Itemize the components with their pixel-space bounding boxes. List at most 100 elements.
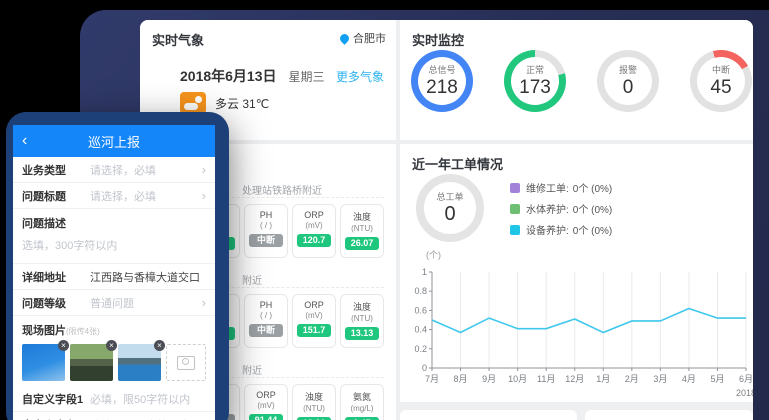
station-title: 处理站铁路桥附近 (152, 182, 384, 198)
legend-item-equipment: 设备养护: 0个 (0%) (510, 222, 612, 237)
remove-photo-icon[interactable]: × (58, 340, 69, 351)
metric-card-row: PH( / )中断ORP(mV)91.44浊度(NTU)13.86氨氮(mg/L… (152, 384, 384, 420)
photo-thumbnail[interactable]: × (118, 340, 165, 381)
total-value: 0 (444, 203, 456, 225)
legend-swatch-icon (510, 203, 520, 214)
photo-thumbnails-row: × × × (22, 340, 206, 381)
field-problem-title[interactable]: 问题标题 请选择，必填 › (13, 183, 215, 209)
phone-frame: ‹ 巡河上报 业务类型 请选择，必填 › 问题标题 请选择，必填 › 问题描述 … (6, 112, 229, 420)
app-header: ‹ 巡河上报 (13, 125, 215, 157)
metric-value-badge: 2.47 (345, 417, 379, 420)
svg-text:8月: 8月 (454, 374, 468, 384)
chevron-right-icon: › (201, 188, 206, 203)
field-placeholder: 请选择，必填 (90, 164, 156, 177)
legend-item-repair: 维修工单: 0个 (0%) (510, 180, 612, 195)
field-problem-level[interactable]: 问题等级 普通问题 › (13, 290, 215, 316)
weather-title: 实时气象 (152, 33, 205, 48)
weather-card: 实时气象 合肥市 2018年6月13日 星期三 更多气象 多云 31℃ (140, 20, 396, 140)
metric-unit: ( / ) (260, 311, 272, 320)
gauge-total-signal: 总信号 218 (411, 50, 473, 112)
svg-text:0.6: 0.6 (414, 305, 427, 315)
app-title: 巡河上报 (87, 134, 140, 150)
photos-section: 现场图片(限传4张) × × × (13, 316, 215, 386)
metric-unit: (mV) (257, 401, 275, 410)
bottom-partial-card-left (400, 410, 577, 420)
remove-photo-icon[interactable]: × (106, 340, 117, 351)
metric-card: 氨氮 (mg/L) 2.47 (340, 384, 384, 420)
legend-label: 设备养护: (526, 226, 569, 237)
field-placeholder: 普通问题 (90, 297, 134, 310)
svg-text:12月: 12月 (565, 374, 584, 384)
legend-value: 0个 (0%) (572, 184, 613, 195)
legend-value: 0个 (0%) (572, 205, 613, 216)
add-photo-button[interactable] (166, 344, 206, 381)
svg-text:11月: 11月 (537, 374, 555, 384)
photos-label: 现场图片 (22, 325, 66, 337)
field-label: 问题标题 (22, 190, 66, 203)
condition-row: 多云 31℃ (180, 92, 269, 114)
metric-name: PH (259, 300, 273, 310)
metric-unit: (NTU) (351, 224, 373, 233)
station-title: 附近 (152, 272, 384, 288)
field-placeholder: 必填，限50字符以内 (90, 393, 191, 406)
field-custom-2[interactable]: 自定义字段2 选填，限50字符以内 (13, 412, 215, 420)
metric-unit: (mV) (305, 221, 323, 230)
svg-text:6月: 6月 (739, 374, 753, 384)
date-row: 2018年6月13日 星期三 (180, 66, 325, 86)
metric-name: ORP (256, 390, 276, 400)
metric-value-badge: 中断 (249, 234, 283, 247)
metric-card: PH( / ) 中断 (244, 204, 288, 258)
more-weather-link[interactable]: 更多气象 (335, 70, 384, 84)
field-custom-1[interactable]: 自定义字段1 必填，限50字符以内 (13, 386, 215, 412)
photo-thumbnail[interactable]: × (70, 340, 117, 381)
dashboard-sheet: 实时气象 合肥市 2018年6月13日 星期三 更多气象 多云 31℃ 处理站铁路… (140, 20, 756, 420)
svg-text:5月: 5月 (710, 374, 724, 384)
gauge-label: 总信号 (428, 65, 456, 75)
gauge-alarm: 报警 0 (597, 50, 659, 112)
legend-label: 水体养护: (526, 205, 569, 216)
legend-swatch-icon (510, 224, 520, 235)
metric-unit: (mV) (305, 311, 323, 320)
svg-text:2月: 2月 (625, 374, 639, 384)
monitor-card: 实时监控 总信号 218 正常 173 报警 0 中断 45 (400, 20, 753, 140)
svg-text:1月: 1月 (596, 374, 610, 384)
svg-text:3月: 3月 (653, 374, 667, 384)
station-title: 附近 (152, 362, 384, 378)
metric-card: PH( / ) 中断 (244, 294, 288, 348)
metric-unit: (NTU) (303, 404, 325, 413)
field-value: 江西路与香樟大道交口 (90, 271, 200, 284)
total-workorders-donut: 总工单 0 (416, 174, 484, 242)
camera-icon (177, 355, 195, 370)
metric-card: ORP (mV) 91.44 (244, 384, 288, 420)
metric-name: 浊度 (352, 302, 371, 312)
location-selector: 合肥市 (338, 30, 386, 46)
metric-unit: (NTU) (351, 314, 373, 323)
svg-text:0: 0 (422, 363, 427, 373)
metric-card: 浊度 (NTU) 26.07 (340, 204, 384, 258)
metric-value-badge: 151.7 (297, 324, 331, 337)
svg-text:7月: 7月 (425, 374, 439, 384)
remove-photo-icon[interactable]: × (154, 340, 165, 351)
gauge-label: 中断 (711, 65, 730, 75)
monitor-title: 实时监控 (412, 33, 465, 48)
field-label: 问题等级 (22, 297, 66, 310)
metric-unit: (mg/L) (350, 404, 374, 413)
legend-swatch-icon (510, 182, 520, 193)
svg-text:9月: 9月 (482, 374, 496, 384)
field-business-type[interactable]: 业务类型 请选择，必填 › (13, 157, 215, 183)
metric-name: ORP (304, 210, 324, 220)
field-problem-description[interactable]: 问题描述 选填，300字符以内 (13, 209, 215, 264)
metric-value-badge: 中断 (249, 324, 283, 337)
location-pin-icon (338, 31, 351, 45)
chevron-right-icon: › (201, 162, 206, 177)
field-placeholder: 请选择，必填 (90, 190, 156, 203)
field-address[interactable]: 详细地址 江西路与香樟大道交口 (13, 264, 215, 290)
svg-text:0.2: 0.2 (414, 344, 427, 354)
photo-thumbnail[interactable]: × (22, 340, 69, 381)
back-icon[interactable]: ‹ (22, 132, 28, 149)
metric-name: 浊度 (304, 392, 323, 402)
metric-value-badge: 91.44 (249, 414, 283, 420)
legend-value: 0个 (0%) (572, 226, 613, 237)
svg-text:0.4: 0.4 (414, 325, 427, 335)
gauge-value: 45 (710, 77, 732, 98)
